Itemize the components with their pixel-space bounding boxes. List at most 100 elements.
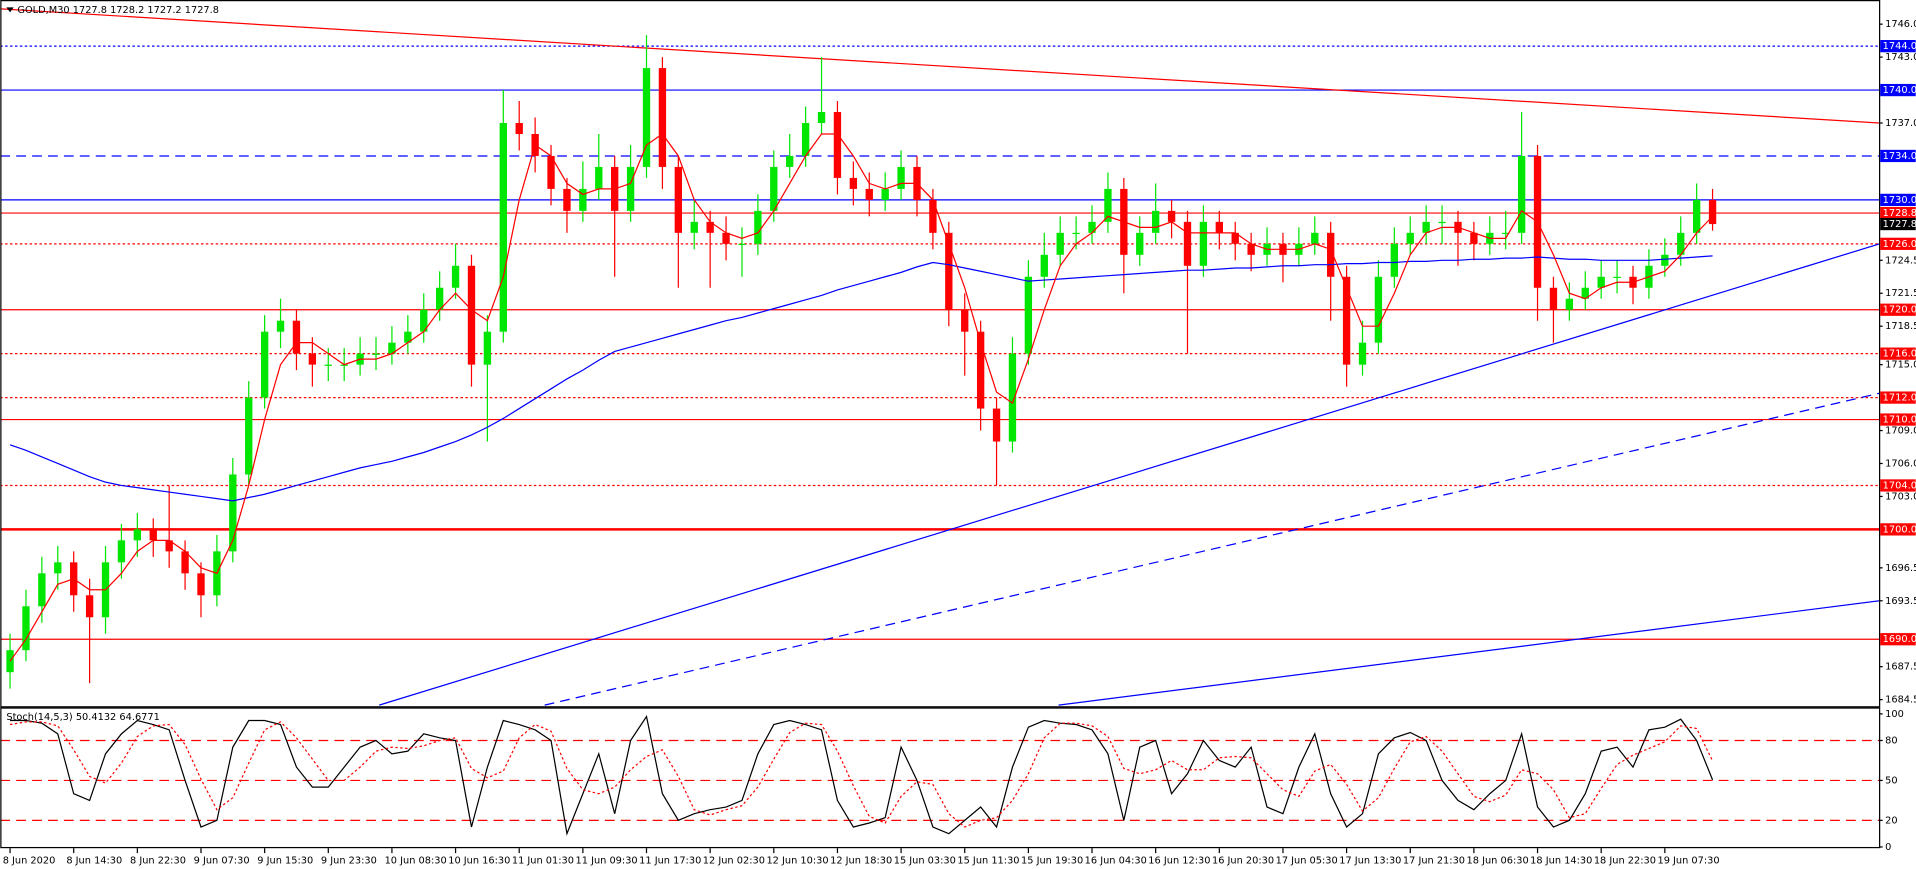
- candle-body: [388, 342, 396, 354]
- candle-body: [197, 573, 205, 596]
- level-label: 1726.0: [1883, 239, 1916, 250]
- x-tick-label: 18 Jun 06:30: [1467, 855, 1529, 866]
- candle-body: [1708, 199, 1717, 225]
- stoch-panel-frame: [0, 707, 1881, 849]
- y-tick-label: 1724.5: [1885, 255, 1916, 266]
- candle-body: [849, 177, 858, 189]
- moving-average: [9, 133, 1714, 662]
- x-tick-label: 11 Jun 09:30: [576, 855, 638, 866]
- x-tick-label: 8 Jun 2020: [3, 855, 56, 866]
- candle-body: [642, 68, 651, 167]
- candle-body: [435, 287, 444, 310]
- x-tick-label: 9 Jun 15:30: [257, 855, 313, 866]
- candle-body: [324, 364, 332, 366]
- level-label-box: [1880, 523, 1916, 536]
- y-tick-label: 0: [1885, 842, 1891, 853]
- y-tick-label: 1737.0: [1885, 118, 1916, 129]
- candle-body: [1104, 188, 1112, 222]
- y-tick-label: 1709.0: [1885, 426, 1916, 437]
- candle-body: [54, 562, 62, 574]
- candle-body: [1088, 221, 1096, 233]
- level-label: 1700.0: [1883, 524, 1916, 535]
- level-label: 1716.0: [1883, 349, 1916, 360]
- level-label: 1712.0: [1883, 393, 1916, 404]
- candle-body: [1406, 232, 1414, 244]
- candle-body: [579, 188, 587, 211]
- trend-line: [1, 8, 1880, 124]
- candle-body: [992, 408, 1001, 442]
- x-tick-label: 11 Jun 17:30: [639, 855, 701, 866]
- candle-body: [1358, 342, 1367, 365]
- candle-body: [1565, 298, 1574, 310]
- stoch-line: [10, 714, 1714, 836]
- x-tick-label: 17 Jun 05:30: [1276, 855, 1338, 866]
- candle-body: [181, 551, 189, 574]
- level-label: 1744.0: [1883, 41, 1916, 52]
- candle-body: [1342, 276, 1351, 365]
- x-tick-label: 15 Jun 11:30: [957, 855, 1019, 866]
- x-tick-label: 8 Jun 22:30: [130, 855, 186, 866]
- y-tick-label: 1684.5: [1885, 695, 1916, 706]
- candle-body: [817, 112, 826, 124]
- price-plot: [1, 8, 1880, 706]
- y-tick-label: 1696.5: [1885, 563, 1916, 574]
- level-label: 1720.0: [1883, 305, 1916, 316]
- y-tick-label: 1721.5: [1885, 288, 1916, 299]
- candle-body: [865, 188, 873, 200]
- candle-body: [1422, 221, 1430, 233]
- x-tick-label: 16 Jun 20:30: [1212, 855, 1274, 866]
- candle-body: [547, 155, 555, 189]
- x-tick-label: 8 Jun 14:30: [66, 855, 122, 866]
- x-tick-label: 11 Jun 01:30: [512, 855, 574, 866]
- y-tick-label: 1687.5: [1885, 662, 1916, 673]
- candle-body: [801, 123, 810, 156]
- level-label: 1690.0: [1883, 634, 1916, 645]
- level-label-box: [1880, 413, 1916, 426]
- y-tick-label: 100: [1885, 709, 1904, 720]
- x-tick-label: 10 Jun 08:30: [385, 855, 447, 866]
- price-panel-frame: [0, 0, 1881, 708]
- x-tick-label: 18 Jun 22:30: [1594, 855, 1656, 866]
- level-label-box: [1880, 303, 1916, 316]
- candle-body: [467, 265, 476, 365]
- last-price-label: 1727.8: [1883, 219, 1916, 230]
- candle-body: [1167, 210, 1176, 222]
- candle-body: [1072, 232, 1080, 235]
- x-tick-label: 16 Jun 04:30: [1085, 855, 1147, 866]
- y-tick-label: 1746.0: [1885, 19, 1916, 30]
- candle-body: [929, 199, 937, 233]
- candle-body: [1136, 232, 1144, 255]
- candle-body: [1199, 221, 1208, 266]
- level-label: 1710.0: [1883, 415, 1916, 426]
- level-label-box: [1880, 83, 1916, 97]
- candle-body: [1231, 232, 1239, 244]
- x-tick-label: 17 Jun 13:30: [1339, 855, 1401, 866]
- candle-body: [961, 309, 969, 332]
- y-tick-label: 20: [1885, 815, 1897, 826]
- candle-body: [38, 573, 46, 607]
- level-label-box: [1880, 149, 1916, 163]
- x-tick-label: 15 Jun 03:30: [894, 855, 956, 866]
- menu-arrow[interactable]: [6, 7, 14, 13]
- x-tick-label: 19 Jun 07:30: [1657, 855, 1719, 866]
- candle-body: [1311, 232, 1319, 244]
- level-label: 1734.0: [1883, 151, 1916, 162]
- candle-body: [1597, 276, 1605, 288]
- candle-body: [515, 123, 523, 134]
- y-tick-label: 1715.0: [1885, 360, 1916, 371]
- candle-body: [292, 320, 301, 354]
- candle-body: [1581, 287, 1589, 299]
- y-tick-label: 50: [1885, 775, 1897, 786]
- candle-body: [133, 529, 142, 541]
- candle-body: [706, 221, 714, 233]
- candle-body: [897, 166, 905, 189]
- candle-body: [245, 397, 253, 475]
- candle-body: [1613, 276, 1621, 278]
- candle-body: [451, 265, 460, 288]
- x-tick-label: 17 Jun 21:30: [1403, 855, 1465, 866]
- level-label-box: [1880, 193, 1916, 207]
- x-tick-label: 15 Jun 19:30: [1021, 855, 1083, 866]
- x-tick-label: 10 Jun 16:30: [448, 855, 510, 866]
